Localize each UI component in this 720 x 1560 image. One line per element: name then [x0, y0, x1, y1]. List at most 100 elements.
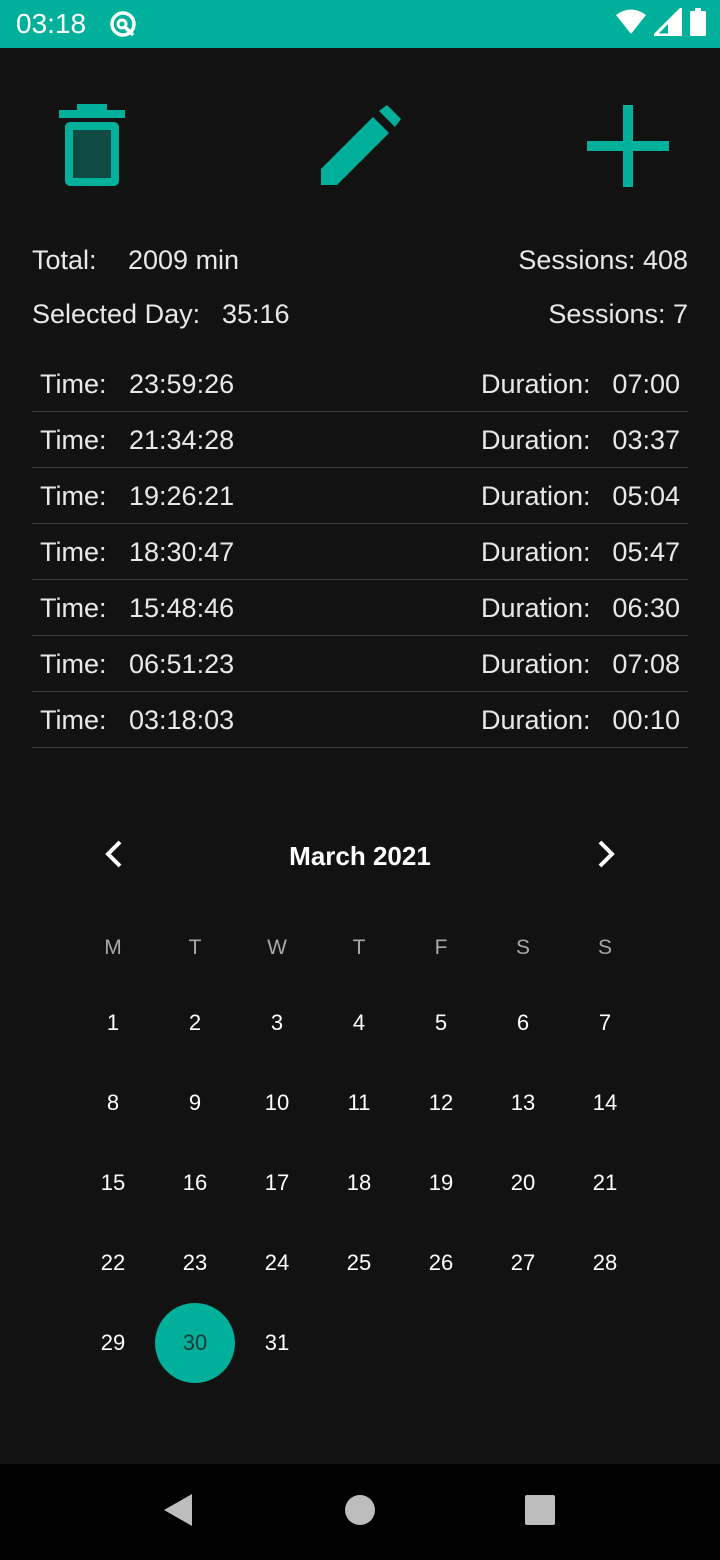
- calendar-day[interactable]: 5: [434, 1010, 448, 1035]
- back-icon: [162, 1493, 194, 1532]
- duration-label: Duration:: [481, 593, 591, 623]
- time-value: 18:30:47: [129, 537, 235, 567]
- calendar-day[interactable]: 10: [264, 1090, 290, 1115]
- selected-day-value: 35:16: [222, 299, 290, 329]
- calendar-month-title: March 2021: [289, 841, 431, 871]
- weekday-label: M: [104, 936, 122, 959]
- next-month-button[interactable]: [586, 836, 626, 876]
- duration-value: 03:37: [612, 425, 680, 455]
- duration-value: 05:04: [612, 481, 680, 511]
- session-row[interactable]: Time: 03:18:03 Duration: 00:10: [32, 692, 688, 748]
- weekday-label: T: [188, 936, 202, 959]
- time-value: 21:34:28: [129, 425, 235, 455]
- delete-button[interactable]: [44, 100, 140, 196]
- pencil-icon: [319, 104, 401, 192]
- calendar-day[interactable]: 3: [270, 1010, 284, 1035]
- duration-value: 07:08: [612, 649, 680, 679]
- home-button[interactable]: [340, 1492, 380, 1532]
- selected-day-summary: Selected Day: 35:16 Sessions: 7: [32, 294, 688, 334]
- calendar-day[interactable]: 28: [592, 1250, 618, 1275]
- calendar-day[interactable]: 12: [428, 1090, 454, 1115]
- calendar-day[interactable]: 11: [347, 1090, 371, 1115]
- weekday-label: S: [515, 936, 530, 959]
- calendar-day[interactable]: 15: [100, 1170, 126, 1195]
- calendar-day[interactable]: 26: [428, 1250, 454, 1275]
- session-row[interactable]: Time: 23:59:26 Duration: 07:00: [32, 356, 688, 412]
- plus-icon: [587, 104, 669, 192]
- session-row[interactable]: Time: 18:30:47 Duration: 05:47: [32, 524, 688, 580]
- status-icons: [616, 4, 706, 41]
- time-label: Time:: [40, 705, 107, 735]
- previous-month-button[interactable]: [94, 836, 134, 876]
- duration-value: 07:00: [612, 369, 680, 399]
- time-label: Time:: [40, 481, 107, 511]
- duration-label: Duration:: [481, 649, 591, 679]
- calendar-day[interactable]: 13: [510, 1090, 536, 1115]
- trash-icon: [59, 103, 125, 193]
- wifi-icon: [616, 9, 646, 40]
- calendar-day[interactable]: 6: [516, 1010, 530, 1035]
- session-row[interactable]: Time: 21:34:28 Duration: 03:37: [32, 412, 688, 468]
- time-value: 19:26:21: [129, 481, 235, 511]
- duration-value: 00:10: [612, 705, 680, 735]
- calendar-day[interactable]: 21: [592, 1170, 618, 1195]
- add-button[interactable]: [580, 100, 676, 196]
- duration-label: Duration:: [481, 369, 591, 399]
- weekday-label: W: [267, 936, 287, 959]
- calendar-day[interactable]: 4: [352, 1010, 366, 1035]
- calendar-day-selected[interactable]: 30: [154, 1303, 236, 1383]
- calendar-day[interactable]: 29: [100, 1330, 126, 1355]
- recents-icon: [525, 1494, 555, 1530]
- status-time: 03:18: [16, 8, 87, 39]
- calendar-day[interactable]: 25: [346, 1250, 372, 1275]
- calendar-day[interactable]: 9: [188, 1090, 202, 1115]
- total-summary: Total: 2009 min Sessions: 408: [32, 240, 688, 280]
- calendar-day[interactable]: 2: [188, 1010, 202, 1035]
- session-row[interactable]: Time: 06:51:23 Duration: 07:08: [32, 636, 688, 692]
- status-bar: 03:18: [0, 0, 720, 48]
- cellular-signal-icon: [651, 4, 683, 41]
- calendar-day[interactable]: 18: [346, 1170, 372, 1195]
- calendar-day[interactable]: 1: [106, 1010, 120, 1035]
- calendar-grid: 1 2 3 4 5 6 7 8 9 10 11 12 13 14 15 16 1…: [72, 983, 646, 1383]
- time-value: 06:51:23: [129, 649, 235, 679]
- back-button[interactable]: [158, 1492, 198, 1532]
- time-label: Time:: [40, 537, 107, 567]
- duration-label: Duration:: [481, 481, 591, 511]
- calendar-day[interactable]: 22: [100, 1250, 126, 1275]
- total-value: 2009 min: [128, 245, 240, 275]
- chevron-right-icon: [596, 840, 616, 873]
- selected-day-sessions: Sessions: 7: [548, 299, 688, 329]
- chevron-left-icon: [104, 840, 124, 873]
- duration-label: Duration:: [481, 705, 591, 735]
- duration-value: 06:30: [612, 593, 680, 623]
- time-label: Time:: [40, 593, 107, 623]
- weekday-label: T: [352, 936, 366, 959]
- time-value: 15:48:46: [129, 593, 235, 623]
- calendar-day[interactable]: 24: [264, 1250, 290, 1275]
- duration-label: Duration:: [481, 425, 591, 455]
- calendar-header: March 2021: [72, 830, 648, 882]
- calendar-day[interactable]: 16: [182, 1170, 208, 1195]
- battery-icon: [690, 7, 706, 41]
- time-label: Time:: [40, 649, 107, 679]
- calendar-day[interactable]: 31: [264, 1330, 290, 1355]
- calendar-day[interactable]: 7: [598, 1010, 612, 1035]
- calendar-day[interactable]: 8: [106, 1090, 120, 1115]
- weekday-label: S: [597, 936, 612, 959]
- calendar-day[interactable]: 17: [264, 1170, 290, 1195]
- total-label: Total:: [32, 245, 97, 275]
- session-list: Time: 23:59:26 Duration: 07:00 Time: 21:…: [32, 356, 688, 748]
- home-icon: [344, 1494, 376, 1531]
- session-row[interactable]: Time: 15:48:46 Duration: 06:30: [32, 580, 688, 636]
- calendar-day[interactable]: 14: [592, 1090, 618, 1115]
- session-row[interactable]: Time: 19:26:21 Duration: 05:04: [32, 468, 688, 524]
- calendar-day[interactable]: 27: [510, 1250, 536, 1275]
- recents-button[interactable]: [520, 1492, 560, 1532]
- calendar-day[interactable]: 20: [510, 1170, 536, 1195]
- weekday-label: F: [434, 936, 448, 959]
- time-label: Time:: [40, 369, 107, 399]
- edit-button[interactable]: [312, 100, 408, 196]
- calendar-day[interactable]: 23: [182, 1250, 208, 1275]
- calendar-day[interactable]: 19: [428, 1170, 454, 1195]
